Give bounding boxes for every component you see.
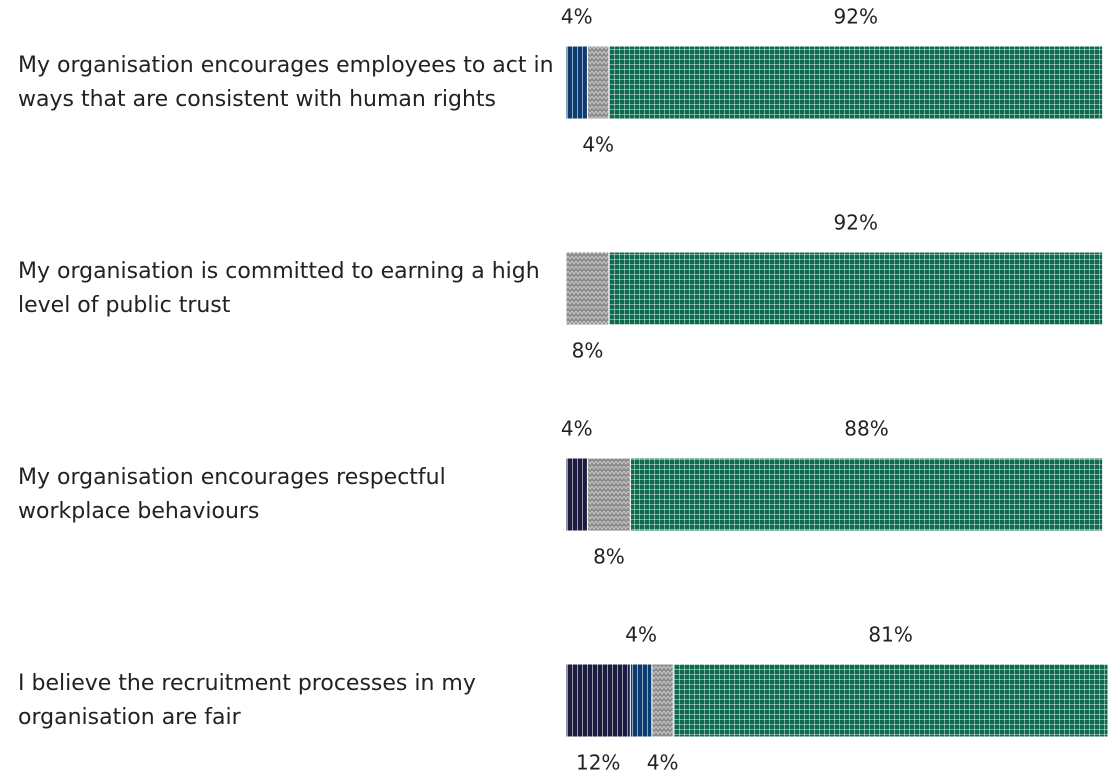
bar-segment: [565, 45, 588, 120]
bar-segment: [608, 251, 1104, 326]
data-label: 4%: [561, 5, 593, 29]
category-label: My organisation encourages employees to …: [18, 52, 554, 112]
bar-segment: [565, 663, 631, 738]
bar-segment: [651, 663, 674, 738]
bar-segment: [608, 45, 1104, 120]
bar-segment: [672, 663, 1109, 738]
data-label: 8%: [593, 545, 625, 569]
bar-segment: [586, 45, 610, 120]
data-label: 92%: [834, 5, 878, 29]
data-label: 8%: [572, 339, 604, 363]
bar-segment: [629, 663, 653, 738]
category-label: I believe the recruitment processes in m…: [18, 670, 476, 730]
data-label: 4%: [561, 417, 593, 441]
data-label: 12%: [576, 751, 620, 775]
data-label: 4%: [647, 751, 679, 775]
bar-segment: [565, 457, 588, 532]
category-label: My organisation encourages respectful wo…: [18, 464, 446, 524]
data-label: 88%: [844, 417, 888, 441]
bar-segment: [565, 251, 610, 326]
data-label: 4%: [582, 133, 614, 157]
category-label: My organisation is committed to earning …: [18, 258, 540, 318]
data-label: 4%: [625, 623, 657, 647]
data-label: 81%: [868, 623, 912, 647]
data-label: 92%: [834, 211, 878, 235]
bar-segment: [586, 457, 631, 532]
bar-segment: [629, 457, 1104, 532]
